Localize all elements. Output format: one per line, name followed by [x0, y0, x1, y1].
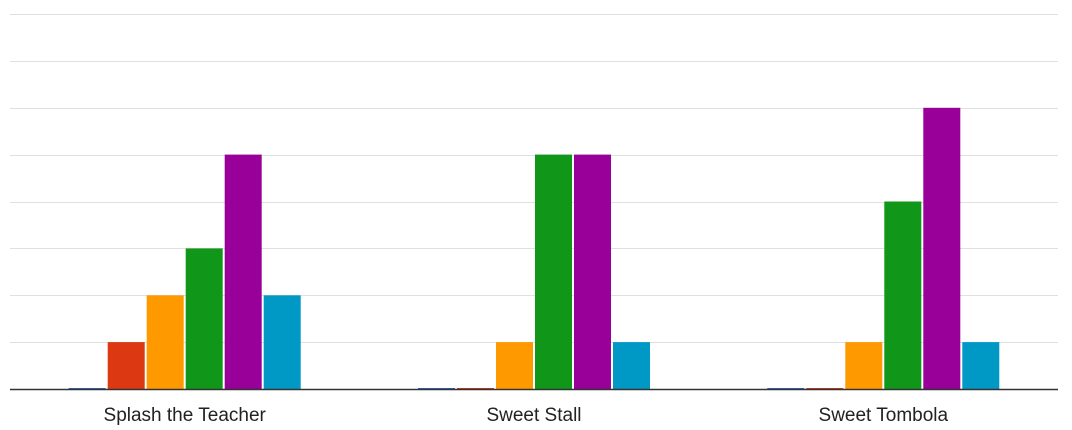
bar [68, 388, 106, 389]
gridlines [10, 14, 1058, 343]
bar [923, 107, 961, 390]
bar [185, 248, 223, 389]
bar [107, 342, 145, 389]
x-tick-label: Sweet Stall [486, 405, 581, 426]
bar [845, 342, 883, 389]
x-tick-label: Splash the Teacher [104, 405, 267, 426]
bar [224, 154, 262, 389]
bar [457, 388, 494, 389]
bars [68, 107, 1000, 390]
bar [613, 342, 650, 389]
bar [962, 342, 1000, 389]
bar [884, 201, 922, 389]
bar [574, 154, 611, 389]
bar [806, 388, 844, 389]
bar [535, 154, 572, 389]
x-tick-label: Sweet Tombola [819, 405, 949, 426]
bar [146, 295, 184, 390]
bar [418, 388, 455, 389]
bar [496, 342, 533, 389]
x-tick-labels: Splash the Teacher Sweet Stall Sweet Tombo… [104, 405, 949, 426]
bar [263, 295, 301, 390]
bar [767, 388, 805, 389]
